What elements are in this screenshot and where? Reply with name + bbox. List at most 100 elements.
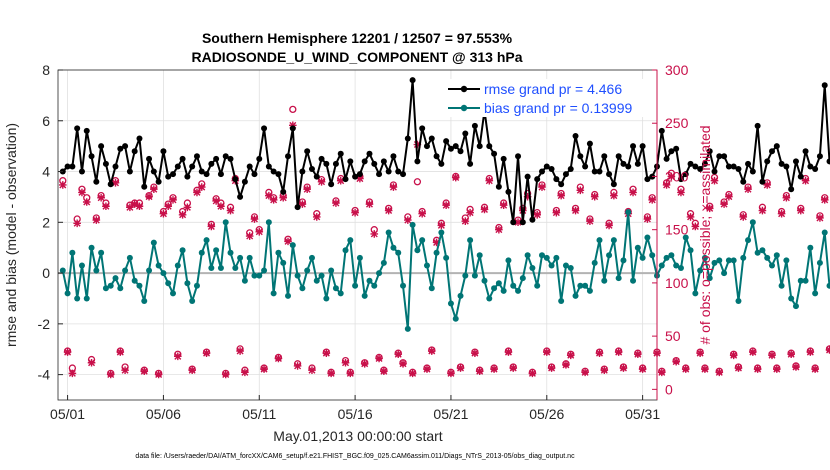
rmse-point (155, 178, 162, 185)
bias-point (797, 277, 804, 284)
obs-assimilated-point (638, 365, 647, 373)
obs-assimilated-point (423, 365, 431, 373)
bias-point (692, 290, 699, 297)
rmse-point (299, 168, 306, 175)
obs-assimilated-point (749, 348, 757, 356)
obs-assimilated-point (677, 188, 685, 197)
rmse-point (313, 173, 320, 180)
bias-point (644, 234, 651, 241)
bias-point (697, 267, 704, 274)
bias-point (673, 262, 680, 269)
obs-assimilated-point (547, 364, 556, 372)
rmse-point (217, 171, 224, 178)
rmse-point (409, 77, 416, 84)
rmse-point (687, 160, 694, 167)
bias-point (117, 285, 124, 292)
bias-point (668, 252, 675, 259)
bias-point (591, 259, 598, 266)
obs-assimilated-point (154, 370, 163, 379)
bias-point (150, 239, 157, 246)
rmse-point (792, 158, 799, 165)
rmse-point (337, 150, 344, 157)
obs-assimilated-point (542, 348, 551, 356)
bias-point (366, 277, 373, 284)
obs-assimilated-point (241, 368, 249, 377)
bias-point (179, 247, 186, 254)
bias-point (275, 249, 282, 256)
bias-point (155, 262, 162, 269)
obs-assimilated-point (681, 365, 690, 373)
rmse-point (443, 138, 450, 145)
bias-point (409, 221, 416, 228)
rmse-point (462, 130, 469, 137)
rmse-point (697, 166, 704, 172)
obs-assimilated-point (58, 181, 67, 189)
obs-assimilated-point (174, 352, 182, 361)
bias-point (495, 280, 502, 287)
bias-point (88, 244, 95, 251)
rmse-point (390, 153, 397, 160)
obs-assimilated-point (356, 174, 364, 183)
obs-assimilated-point (763, 181, 772, 189)
obs-assimilated-point (739, 213, 748, 221)
obs-assimilated-point (360, 360, 369, 368)
bias-point (764, 254, 771, 261)
rmse-point (131, 148, 138, 155)
obs-assimilated-point (312, 213, 321, 221)
rmse-point (419, 125, 426, 132)
rmse-point (385, 168, 392, 175)
rmse-point (812, 166, 819, 172)
bias-point (222, 219, 229, 226)
rmse-point (668, 148, 675, 155)
bias-point (745, 237, 752, 244)
bias-point (519, 275, 526, 282)
obs-assimilated-point (662, 181, 671, 189)
bias-point (443, 254, 450, 261)
rmse-point (505, 188, 512, 195)
bias-point (356, 254, 363, 261)
bias-point (620, 257, 627, 264)
rmse-point (610, 181, 617, 188)
left-tick-label: -4 (38, 367, 51, 383)
bias-point (318, 272, 325, 279)
bias-point (529, 265, 536, 271)
obs-assimilated-point (777, 209, 786, 218)
bias-point (404, 325, 411, 332)
bias-point (280, 259, 287, 266)
plot-area-frame (57, 69, 658, 401)
bias-point (102, 285, 109, 292)
obs-assimilated-point (820, 196, 829, 204)
rmse-point (184, 173, 191, 180)
bias-point (184, 280, 191, 287)
obs-assimilated-point (509, 364, 518, 372)
rmse-point (227, 155, 234, 162)
rmse-point (294, 204, 301, 211)
bias-point (203, 237, 210, 244)
bias-point (534, 282, 541, 289)
rmse-point (179, 155, 186, 162)
bias-point (452, 315, 459, 322)
obs-assimilated-point (289, 121, 297, 130)
bias-point (289, 242, 296, 249)
obs-assimilated-point (92, 216, 101, 224)
rmse-point (270, 168, 277, 175)
bias-point (572, 292, 579, 299)
bias-point (438, 229, 445, 236)
bias-point (414, 247, 421, 254)
rmse-point (251, 171, 258, 178)
rmse-point (285, 153, 292, 160)
rmse-point (107, 181, 114, 188)
bias-point (107, 282, 114, 289)
bias-point (462, 272, 469, 279)
bias-point (759, 247, 766, 254)
bias-point (783, 257, 790, 264)
bias-point (323, 295, 330, 302)
bias-point (98, 249, 105, 256)
obs-assimilated-point (68, 369, 77, 378)
rmse-point (519, 219, 526, 226)
bias-point (706, 275, 713, 282)
rmse-point (711, 168, 718, 175)
bias-point (476, 252, 483, 259)
obs-assimilated-point (495, 225, 503, 234)
obs-assimilated-point (701, 365, 709, 373)
